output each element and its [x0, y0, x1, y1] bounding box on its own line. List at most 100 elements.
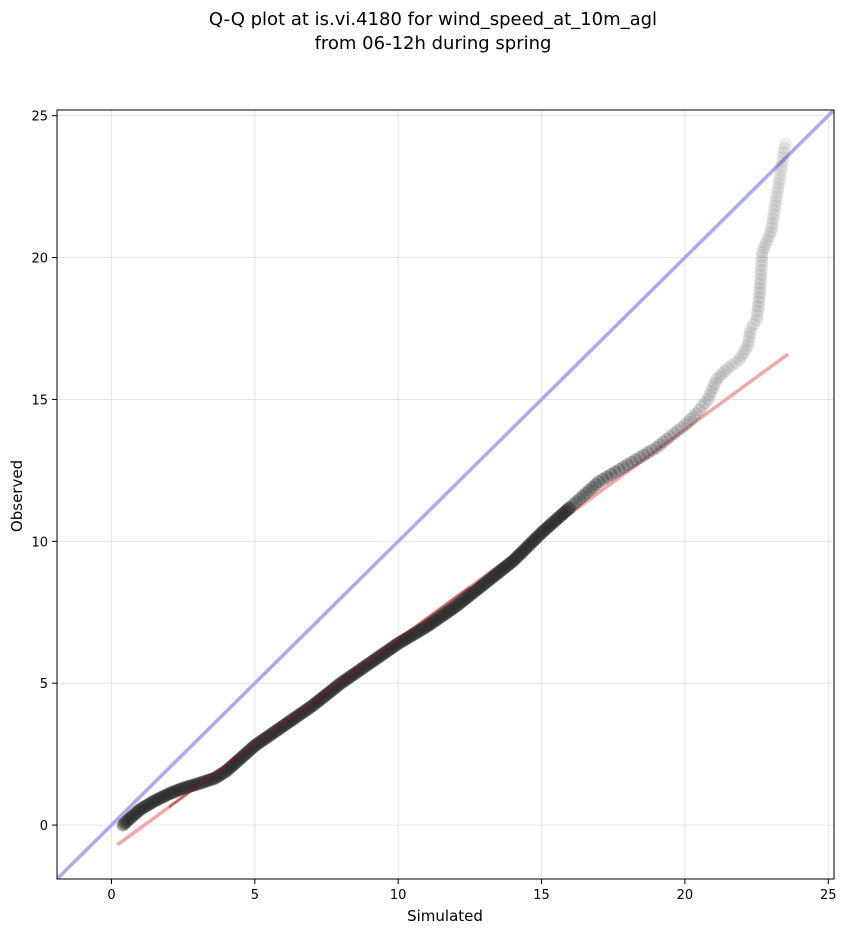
data-point: [754, 263, 768, 277]
x-tick-label: 0: [107, 888, 115, 903]
data-point: [152, 792, 166, 806]
data-point: [753, 281, 767, 295]
data-point: [600, 470, 614, 484]
data-point: [520, 541, 534, 555]
data-point: [507, 553, 521, 567]
data-point: [170, 783, 184, 797]
x-tick-label: 20: [677, 888, 694, 903]
data-point: [277, 719, 291, 733]
data-point: [771, 181, 785, 195]
data-point: [187, 778, 201, 792]
data-point: [117, 817, 131, 831]
data-point: [368, 653, 382, 667]
data-point: [505, 555, 519, 569]
data-point: [306, 698, 320, 712]
data-point: [542, 519, 556, 533]
data-point: [270, 723, 284, 737]
data-point: [459, 592, 473, 606]
data-point: [391, 636, 405, 650]
data-point: [778, 141, 792, 155]
data-point: [393, 636, 407, 650]
data-point: [303, 701, 317, 715]
data-point: [309, 696, 323, 710]
data-point: [414, 623, 428, 637]
data-point: [775, 155, 789, 169]
data-point: [531, 529, 545, 543]
data-point: [271, 722, 285, 736]
data-point: [135, 802, 149, 816]
data-point: [592, 475, 606, 489]
data-point: [178, 781, 192, 795]
data-point: [286, 712, 300, 726]
data-point: [773, 168, 787, 182]
data-point: [477, 577, 491, 591]
y-tick-label: 10: [31, 535, 48, 550]
data-point: [555, 508, 569, 522]
data-point: [316, 690, 330, 704]
data-point: [521, 539, 535, 553]
data-point: [344, 669, 358, 683]
data-point: [774, 163, 788, 177]
data-point: [742, 330, 756, 344]
data-point: [369, 652, 383, 666]
data-point: [343, 670, 357, 684]
data-point: [737, 346, 751, 360]
data-point: [629, 453, 643, 467]
data-point: [775, 159, 789, 173]
data-point: [755, 249, 769, 263]
data-point: [752, 295, 766, 309]
data-point: [498, 560, 512, 574]
data-point: [450, 599, 464, 613]
data-point: [383, 642, 397, 656]
data-point: [772, 177, 786, 191]
data-point: [465, 587, 479, 601]
data-point: [515, 545, 529, 559]
data-point: [778, 137, 792, 151]
data-point: [238, 747, 252, 761]
data-point: [481, 574, 495, 588]
data-point: [539, 522, 553, 536]
data-point: [425, 616, 439, 630]
y-axis-ticks: 0 5 10 15 20 25: [31, 110, 57, 834]
y-axis-label: Observed: [8, 460, 26, 532]
data-point: [586, 480, 600, 494]
data-point: [543, 518, 557, 532]
data-point: [445, 602, 459, 616]
data-point: [496, 562, 510, 576]
data-point: [353, 663, 367, 677]
data-point: [424, 617, 438, 631]
data-point: [487, 569, 501, 583]
data-point: [478, 576, 492, 590]
data-point: [480, 575, 494, 589]
data-point: [361, 657, 375, 671]
data-point: [516, 544, 530, 558]
data-point: [769, 194, 783, 208]
data-point: [323, 685, 337, 699]
data-point: [517, 543, 531, 557]
data-point: [420, 619, 434, 633]
data-point: [313, 693, 327, 707]
data-point: [768, 199, 782, 213]
data-point: [757, 241, 771, 255]
data-point: [754, 259, 768, 273]
data-point: [589, 478, 603, 492]
data-point: [173, 782, 187, 796]
data-point: [750, 313, 764, 327]
data-point: [660, 432, 674, 446]
data-point: [524, 536, 538, 550]
data-point: [718, 364, 732, 378]
data-point: [689, 407, 703, 421]
data-point: [275, 720, 289, 734]
data-point: [412, 624, 426, 638]
data-point: [347, 667, 361, 681]
data-point: [493, 564, 507, 578]
data-point: [348, 666, 362, 680]
data-point: [149, 793, 163, 807]
data-point: [297, 704, 311, 718]
data-point: [377, 646, 391, 660]
data-point: [667, 426, 681, 440]
data-point: [545, 516, 559, 530]
data-point: [189, 777, 203, 791]
chart-title-line2: from 06-12h during spring: [315, 33, 552, 54]
data-point: [467, 585, 481, 599]
